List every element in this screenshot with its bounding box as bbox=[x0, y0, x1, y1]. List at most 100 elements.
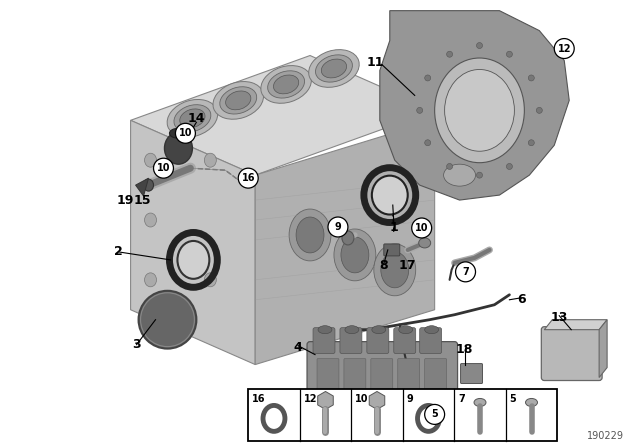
Ellipse shape bbox=[145, 273, 157, 287]
Ellipse shape bbox=[528, 140, 534, 146]
Text: 1: 1 bbox=[389, 221, 398, 234]
Ellipse shape bbox=[167, 99, 218, 137]
Circle shape bbox=[328, 217, 348, 237]
Ellipse shape bbox=[536, 108, 542, 113]
Text: 14: 14 bbox=[188, 112, 205, 125]
Text: 190229: 190229 bbox=[587, 431, 624, 441]
Ellipse shape bbox=[445, 69, 515, 151]
Ellipse shape bbox=[528, 75, 534, 81]
Ellipse shape bbox=[139, 291, 196, 349]
Text: 9: 9 bbox=[407, 395, 413, 405]
FancyBboxPatch shape bbox=[344, 358, 366, 405]
Ellipse shape bbox=[425, 140, 431, 146]
Text: 5: 5 bbox=[509, 395, 516, 405]
Text: 10: 10 bbox=[179, 128, 192, 138]
Ellipse shape bbox=[268, 71, 305, 98]
Text: 12: 12 bbox=[557, 43, 571, 54]
Text: 6: 6 bbox=[517, 293, 525, 306]
Ellipse shape bbox=[296, 217, 324, 253]
Text: 8: 8 bbox=[380, 259, 388, 272]
Ellipse shape bbox=[506, 164, 513, 169]
Ellipse shape bbox=[261, 65, 312, 103]
Ellipse shape bbox=[273, 75, 299, 94]
FancyBboxPatch shape bbox=[397, 358, 420, 405]
FancyBboxPatch shape bbox=[340, 327, 362, 353]
Ellipse shape bbox=[435, 58, 524, 163]
Ellipse shape bbox=[164, 132, 193, 164]
Circle shape bbox=[238, 168, 258, 188]
Ellipse shape bbox=[447, 164, 452, 169]
FancyBboxPatch shape bbox=[461, 364, 483, 383]
FancyBboxPatch shape bbox=[317, 358, 339, 405]
Ellipse shape bbox=[316, 55, 353, 82]
Ellipse shape bbox=[447, 51, 452, 57]
FancyBboxPatch shape bbox=[425, 358, 447, 405]
Ellipse shape bbox=[145, 153, 157, 167]
Text: 18: 18 bbox=[456, 343, 473, 356]
Circle shape bbox=[456, 262, 476, 282]
Ellipse shape bbox=[381, 252, 409, 288]
Polygon shape bbox=[131, 56, 435, 175]
Ellipse shape bbox=[145, 213, 157, 227]
Text: 11: 11 bbox=[366, 56, 383, 69]
Ellipse shape bbox=[170, 128, 188, 138]
FancyBboxPatch shape bbox=[394, 327, 416, 353]
Text: 9: 9 bbox=[335, 222, 341, 232]
Ellipse shape bbox=[341, 237, 369, 273]
FancyBboxPatch shape bbox=[371, 358, 393, 405]
Ellipse shape bbox=[417, 108, 422, 113]
Text: 4: 4 bbox=[294, 341, 303, 354]
Text: 3: 3 bbox=[132, 338, 141, 351]
Text: 7: 7 bbox=[458, 395, 465, 405]
Ellipse shape bbox=[506, 51, 513, 57]
Circle shape bbox=[412, 218, 431, 238]
Circle shape bbox=[425, 405, 445, 424]
Ellipse shape bbox=[477, 43, 483, 48]
Text: 15: 15 bbox=[134, 194, 151, 207]
FancyBboxPatch shape bbox=[367, 327, 388, 353]
Ellipse shape bbox=[425, 326, 438, 334]
Circle shape bbox=[175, 123, 195, 143]
Ellipse shape bbox=[177, 241, 209, 279]
Polygon shape bbox=[369, 392, 385, 409]
Ellipse shape bbox=[525, 398, 538, 406]
Polygon shape bbox=[248, 389, 557, 441]
Ellipse shape bbox=[226, 91, 251, 110]
Text: 2: 2 bbox=[115, 246, 123, 258]
Circle shape bbox=[154, 158, 173, 178]
Ellipse shape bbox=[174, 105, 211, 132]
Ellipse shape bbox=[143, 179, 154, 191]
Ellipse shape bbox=[213, 82, 264, 119]
Ellipse shape bbox=[345, 326, 359, 334]
Ellipse shape bbox=[477, 172, 483, 178]
Text: 10: 10 bbox=[355, 395, 369, 405]
Polygon shape bbox=[380, 11, 569, 200]
Text: 13: 13 bbox=[550, 311, 568, 324]
Ellipse shape bbox=[321, 59, 347, 78]
Text: 16: 16 bbox=[252, 395, 266, 405]
Polygon shape bbox=[317, 392, 333, 409]
Ellipse shape bbox=[289, 209, 331, 261]
FancyBboxPatch shape bbox=[313, 327, 335, 353]
Ellipse shape bbox=[374, 244, 416, 296]
Polygon shape bbox=[544, 320, 607, 330]
Ellipse shape bbox=[318, 326, 332, 334]
Ellipse shape bbox=[474, 398, 486, 406]
FancyBboxPatch shape bbox=[420, 327, 442, 353]
Ellipse shape bbox=[372, 176, 408, 215]
FancyBboxPatch shape bbox=[541, 327, 602, 380]
Ellipse shape bbox=[180, 109, 205, 128]
Polygon shape bbox=[136, 178, 148, 196]
Text: 7: 7 bbox=[462, 267, 469, 277]
Polygon shape bbox=[255, 121, 435, 365]
Text: 17: 17 bbox=[399, 259, 417, 272]
Ellipse shape bbox=[444, 164, 476, 186]
Ellipse shape bbox=[425, 75, 431, 81]
Ellipse shape bbox=[342, 231, 354, 245]
Ellipse shape bbox=[204, 273, 216, 287]
Text: 16: 16 bbox=[241, 173, 255, 183]
Ellipse shape bbox=[429, 410, 445, 424]
Polygon shape bbox=[599, 320, 607, 378]
Ellipse shape bbox=[220, 87, 257, 114]
Ellipse shape bbox=[372, 326, 386, 334]
